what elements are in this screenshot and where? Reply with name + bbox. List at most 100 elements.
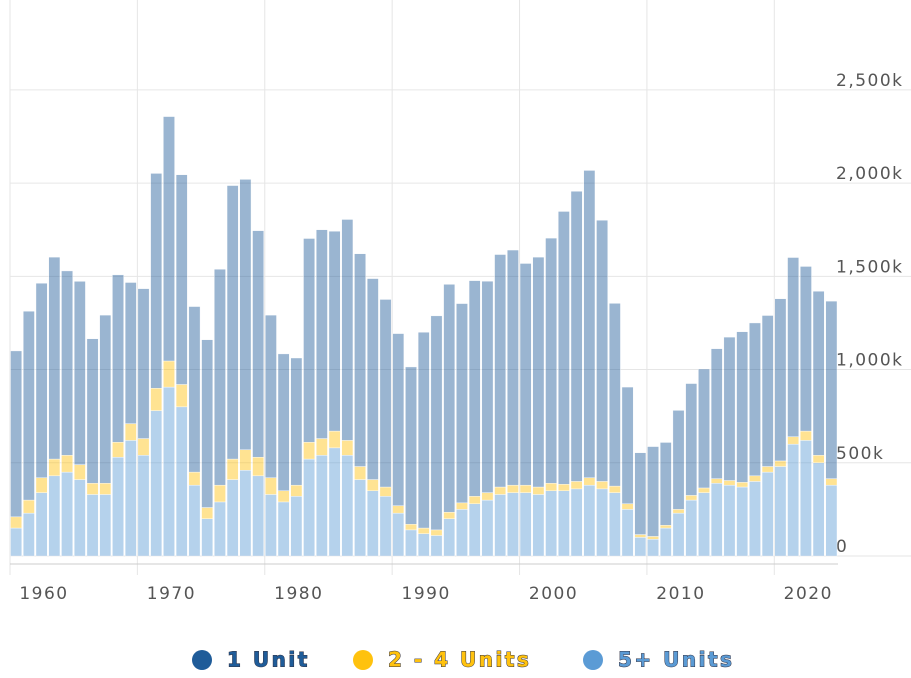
bar-segment bbox=[443, 511, 456, 519]
bar-segment bbox=[137, 438, 150, 456]
bar-segment bbox=[252, 456, 264, 477]
bar-segment bbox=[201, 339, 214, 508]
bar-segment bbox=[112, 274, 124, 443]
bar-segment bbox=[124, 440, 137, 557]
bar-segment bbox=[761, 315, 774, 467]
bar-segment bbox=[35, 492, 48, 557]
bar-segment bbox=[112, 456, 124, 557]
bar-segment bbox=[749, 481, 761, 557]
bar-segment bbox=[634, 534, 647, 538]
bar-segment bbox=[825, 478, 838, 486]
bar-segment bbox=[468, 496, 481, 504]
bar-segment bbox=[621, 386, 634, 504]
bar-segment bbox=[825, 300, 838, 479]
bar-segment bbox=[647, 539, 659, 557]
legend-label[interactable]: 1 Unit bbox=[227, 647, 310, 672]
bar-segment bbox=[519, 492, 532, 557]
bar-segment bbox=[239, 470, 252, 557]
bar-segment bbox=[532, 486, 545, 495]
bar-segment bbox=[214, 484, 226, 503]
bar-segment bbox=[290, 357, 303, 486]
bar-segment bbox=[761, 471, 774, 557]
y-tick-label: 1,500k bbox=[836, 257, 904, 277]
bar-segment bbox=[570, 191, 583, 482]
legend-marker[interactable] bbox=[192, 650, 212, 670]
bar-segment bbox=[736, 482, 749, 488]
bar-segment bbox=[507, 484, 519, 493]
bar-segment bbox=[316, 455, 328, 557]
bar-segment bbox=[188, 471, 201, 486]
bar-segment bbox=[481, 492, 494, 501]
bar-segment bbox=[787, 436, 799, 445]
bar-segment bbox=[787, 257, 799, 437]
bar-segment bbox=[137, 288, 150, 439]
bar-segment bbox=[35, 283, 48, 478]
bar-segment bbox=[354, 479, 366, 557]
bar-segment bbox=[328, 447, 341, 557]
bar-segment bbox=[405, 524, 417, 531]
legend-marker[interactable] bbox=[583, 650, 603, 670]
bar-segment bbox=[303, 238, 315, 443]
bar-segment bbox=[175, 174, 188, 385]
bar-segment bbox=[736, 331, 749, 483]
bar-segment bbox=[175, 384, 188, 408]
bar-segment bbox=[150, 410, 163, 557]
bar-segment bbox=[774, 460, 787, 467]
bar-segment bbox=[265, 314, 277, 478]
bar-segment bbox=[417, 332, 430, 529]
bar-segment bbox=[494, 494, 506, 557]
bar-segment bbox=[583, 477, 596, 486]
bar-segment bbox=[583, 170, 596, 478]
bar-segment bbox=[456, 509, 468, 557]
legend-label[interactable]: 5+ Units bbox=[618, 647, 734, 672]
bar-segment bbox=[519, 484, 532, 493]
bar-segment bbox=[188, 306, 201, 473]
bar-segment bbox=[456, 502, 468, 510]
legend-marker[interactable] bbox=[353, 650, 373, 670]
bar-segment bbox=[672, 509, 685, 514]
bar-segment bbox=[698, 487, 710, 493]
bar-segment bbox=[825, 484, 838, 557]
bar-segment bbox=[443, 284, 456, 513]
y-tick-label: 2,500k bbox=[836, 71, 904, 91]
bar-segment bbox=[226, 479, 239, 557]
bar-segment bbox=[609, 485, 621, 493]
bar-segment bbox=[239, 449, 252, 471]
bar-segment bbox=[86, 483, 99, 495]
bar-segment bbox=[685, 383, 698, 496]
bar-segment bbox=[430, 529, 443, 536]
bar-segment bbox=[290, 484, 303, 497]
bar-segment bbox=[61, 270, 73, 456]
bar-segment bbox=[430, 315, 443, 531]
bar-segment bbox=[214, 501, 226, 557]
bar-segment bbox=[163, 116, 175, 362]
bar-segment bbox=[430, 535, 443, 557]
bar-segment bbox=[124, 423, 137, 441]
bar-segment bbox=[570, 488, 583, 557]
bar-segment bbox=[812, 462, 825, 557]
bar-segment bbox=[800, 430, 812, 441]
bar-segment bbox=[366, 278, 379, 480]
bar-segment bbox=[787, 443, 799, 557]
bar-segment bbox=[812, 455, 825, 463]
bar-segment bbox=[672, 512, 685, 557]
bar-segment bbox=[710, 478, 723, 484]
x-tick-label: 1990 bbox=[402, 584, 451, 604]
bar-segment bbox=[647, 446, 659, 537]
bar-segment bbox=[328, 430, 341, 449]
bar-segment bbox=[723, 484, 736, 557]
bar-segment bbox=[188, 484, 201, 557]
x-tick-label: 2020 bbox=[784, 584, 833, 604]
bar-segment bbox=[48, 475, 61, 557]
bar-segment bbox=[456, 303, 468, 504]
bar-segment bbox=[341, 219, 354, 441]
bar-segment bbox=[239, 179, 252, 450]
bar-segment bbox=[698, 368, 710, 489]
bar-segment bbox=[316, 438, 328, 456]
bar-segment bbox=[175, 406, 188, 557]
legend-label[interactable]: 2 - 4 Units bbox=[388, 647, 531, 672]
bar-segment bbox=[749, 322, 761, 477]
bar-segment bbox=[150, 173, 163, 389]
bar-segment bbox=[10, 516, 22, 529]
bar-segment bbox=[736, 486, 749, 557]
